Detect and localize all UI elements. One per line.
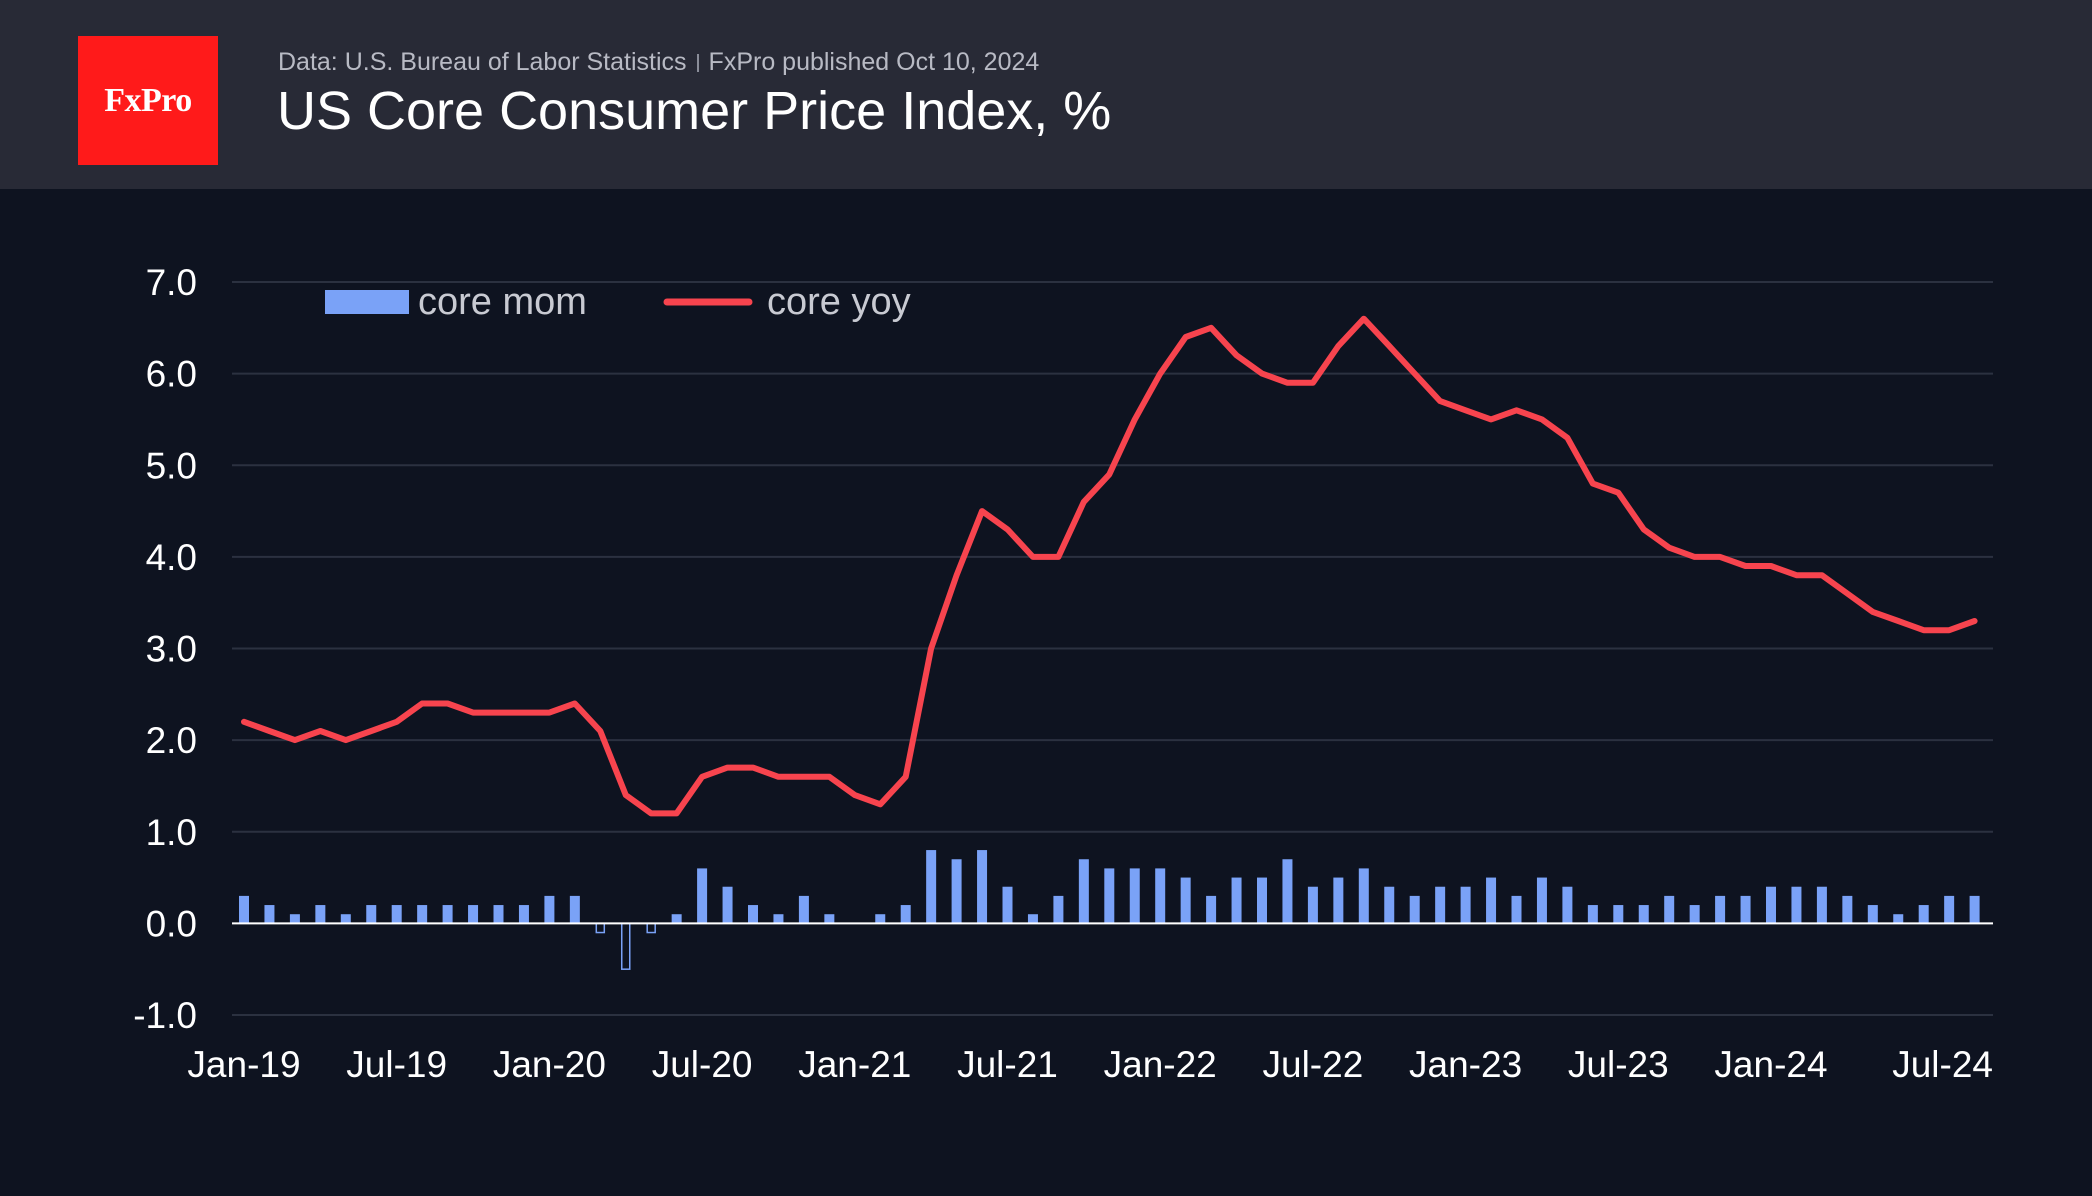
x-tick-label: Jan-22 bbox=[1104, 1044, 1217, 1085]
mom-bar bbox=[1715, 896, 1725, 923]
mom-bar bbox=[1512, 896, 1522, 923]
mom-bar bbox=[443, 905, 453, 923]
mom-bar bbox=[1639, 905, 1649, 923]
mom-bar bbox=[723, 887, 733, 924]
mom-bar bbox=[647, 923, 655, 932]
mom-bar bbox=[1690, 905, 1700, 923]
mom-bar bbox=[1359, 868, 1369, 923]
mom-bar bbox=[824, 914, 834, 923]
mom-bar bbox=[596, 923, 604, 932]
mom-bar bbox=[1741, 896, 1751, 923]
mom-bar bbox=[1537, 878, 1547, 924]
mom-bar bbox=[570, 896, 580, 923]
mom-bar bbox=[1842, 896, 1852, 923]
mom-bar bbox=[1817, 887, 1827, 924]
mom-bar bbox=[290, 914, 300, 923]
mom-bar bbox=[1435, 887, 1445, 924]
mom-bar bbox=[392, 905, 402, 923]
mom-bar bbox=[1919, 905, 1929, 923]
x-tick-label: Jan-19 bbox=[187, 1044, 300, 1085]
mom-bar bbox=[1970, 896, 1980, 923]
y-tick-label: 0.0 bbox=[146, 903, 197, 944]
mom-bar bbox=[1333, 878, 1343, 924]
mom-bar bbox=[952, 859, 962, 923]
mom-bar bbox=[1944, 896, 1954, 923]
mom-bar bbox=[901, 905, 911, 923]
mom-bar bbox=[1868, 905, 1878, 923]
y-tick-label: 7.0 bbox=[146, 262, 197, 303]
mom-bar bbox=[1562, 887, 1572, 924]
mom-bar bbox=[799, 896, 809, 923]
x-tick-label: Jul-24 bbox=[1892, 1044, 1993, 1085]
mom-bar bbox=[1613, 905, 1623, 923]
x-tick-label: Jul-21 bbox=[957, 1044, 1058, 1085]
y-tick-label: 5.0 bbox=[146, 445, 197, 486]
x-axis: Jan-19 Jul-19 Jan-20 Jul-20 Jan-21 Jul-21 Jan-… bbox=[187, 1044, 1993, 1085]
mom-bar bbox=[519, 905, 529, 923]
mom-bar bbox=[1079, 859, 1089, 923]
chart-svg: 7.0 6.0 5.0 4.0 3.0 2.0 1.0 0.0 -1.0 Jan-19 Jul-1… bbox=[0, 0, 2092, 1196]
mom-bar bbox=[1486, 878, 1496, 924]
mom-bar bbox=[1130, 868, 1140, 923]
x-tick-label: Jan-21 bbox=[798, 1044, 911, 1085]
x-tick-label: Jul-23 bbox=[1568, 1044, 1669, 1085]
mom-bar bbox=[1232, 878, 1242, 924]
mom-bar bbox=[468, 905, 478, 923]
mom-bar bbox=[1028, 914, 1038, 923]
y-tick-label: 6.0 bbox=[146, 354, 197, 395]
mom-bar bbox=[1308, 887, 1318, 924]
mom-bar bbox=[239, 896, 249, 923]
mom-bar bbox=[1257, 878, 1267, 924]
mom-bar bbox=[1104, 868, 1114, 923]
legend-label-yoy: core yoy bbox=[767, 281, 911, 323]
mom-bar bbox=[748, 905, 758, 923]
x-tick-label: Jan-20 bbox=[493, 1044, 606, 1085]
legend: core mom core yoy bbox=[325, 281, 911, 323]
mom-bar bbox=[494, 905, 504, 923]
mom-bar bbox=[315, 905, 325, 923]
mom-bar bbox=[977, 850, 987, 923]
legend-swatch-mom bbox=[325, 290, 409, 314]
mom-bar bbox=[622, 923, 630, 969]
mom-bar bbox=[1206, 896, 1216, 923]
mom-bar bbox=[926, 850, 936, 923]
mom-bar bbox=[417, 905, 427, 923]
legend-label-mom: core mom bbox=[418, 281, 587, 323]
mom-bar bbox=[1155, 868, 1165, 923]
mom-bar bbox=[875, 914, 885, 923]
mom-bar bbox=[1791, 887, 1801, 924]
mom-bar bbox=[1181, 878, 1191, 924]
mom-bars bbox=[239, 850, 1980, 969]
mom-bar bbox=[1410, 896, 1420, 923]
x-tick-label: Jan-23 bbox=[1409, 1044, 1522, 1085]
y-tick-label: 4.0 bbox=[146, 537, 197, 578]
mom-bar bbox=[1282, 859, 1292, 923]
y-tick-label: 1.0 bbox=[146, 812, 197, 853]
mom-bar bbox=[773, 914, 783, 923]
page: FxPro Data: U.S. Bureau of Labor Statist… bbox=[0, 0, 2092, 1196]
mom-bar bbox=[1003, 887, 1013, 924]
mom-bar bbox=[1766, 887, 1776, 924]
mom-bar bbox=[697, 868, 707, 923]
mom-bar bbox=[672, 914, 682, 923]
mom-bar bbox=[366, 905, 376, 923]
y-tick-label: 3.0 bbox=[146, 629, 197, 670]
x-tick-label: Jan-24 bbox=[1714, 1044, 1827, 1085]
y-axis: 7.0 6.0 5.0 4.0 3.0 2.0 1.0 0.0 -1.0 bbox=[133, 262, 197, 1036]
mom-bar bbox=[1664, 896, 1674, 923]
mom-bar bbox=[544, 896, 554, 923]
x-tick-label: Jul-19 bbox=[346, 1044, 447, 1085]
mom-bar bbox=[1893, 914, 1903, 923]
y-tick-label: 2.0 bbox=[146, 720, 197, 761]
y-tick-label: -1.0 bbox=[133, 995, 197, 1036]
mom-bar bbox=[1053, 896, 1063, 923]
mom-bar bbox=[1384, 887, 1394, 924]
x-tick-label: Jul-20 bbox=[652, 1044, 753, 1085]
mom-bar bbox=[1588, 905, 1598, 923]
mom-bar bbox=[341, 914, 351, 923]
mom-bar bbox=[264, 905, 274, 923]
x-tick-label: Jul-22 bbox=[1263, 1044, 1364, 1085]
mom-bar bbox=[1461, 887, 1471, 924]
